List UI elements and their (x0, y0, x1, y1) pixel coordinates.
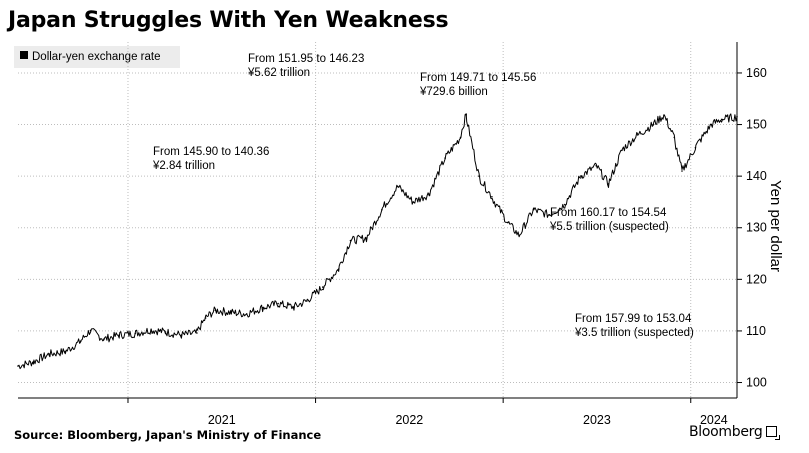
data-point (230, 311, 232, 314)
legend-box (14, 46, 180, 68)
annotation-1-line1: From 151.95 to 146.23 (248, 53, 364, 65)
x-tick-label: 2021 (208, 413, 236, 427)
data-point (673, 136, 676, 139)
y-tick-label: 130 (746, 221, 767, 235)
data-point (134, 332, 136, 335)
data-point (720, 118, 723, 121)
annotation-2-line2: ¥729.6 billion (419, 86, 488, 98)
data-point (150, 329, 152, 331)
y-axis-title: Yen per dollar (767, 180, 784, 272)
data-point (621, 149, 623, 152)
data-point (652, 123, 654, 126)
data-point (397, 185, 399, 188)
annotation-5-line1: From 157.99 to 153.04 (575, 313, 692, 325)
data-point (118, 334, 120, 336)
data-point (465, 113, 468, 116)
data-point (164, 331, 167, 333)
data-point (663, 114, 665, 117)
y-tick-label: 100 (746, 376, 767, 390)
legend-label: Dollar-yen exchange rate (32, 51, 161, 63)
data-point (293, 306, 295, 309)
data-point (459, 136, 462, 139)
series-layer (17, 113, 738, 370)
data-point (595, 165, 597, 167)
data-point (214, 309, 217, 312)
data-point (79, 340, 82, 343)
data-point (491, 196, 493, 198)
data-point (444, 157, 446, 159)
annotation-3-line1: From 145.90 to 140.36 (153, 146, 269, 158)
brand-mark-icon (766, 426, 781, 440)
data-point (548, 214, 551, 216)
annotation-1-line2: ¥5.62 trillion (247, 67, 310, 79)
y-tick-label: 140 (746, 169, 767, 183)
data-point (381, 208, 383, 211)
data-point (607, 183, 610, 185)
data-point (564, 203, 566, 206)
data-point (48, 353, 51, 355)
y-tick-label: 150 (746, 118, 767, 132)
data-point (277, 302, 279, 305)
data-point (507, 221, 509, 224)
data-point (261, 306, 264, 309)
data-point (180, 334, 183, 336)
x-tick-label: 2023 (583, 413, 611, 427)
data-point (204, 317, 207, 319)
data-point (681, 170, 683, 172)
data-point (518, 234, 520, 237)
legend-swatch (20, 51, 28, 59)
data-point (532, 208, 535, 211)
annotation-2-line1: From 149.71 to 145.56 (420, 72, 536, 84)
brand-logo: Bloomberg (689, 424, 781, 440)
data-point (580, 175, 582, 177)
data-point (637, 134, 639, 136)
data-point (412, 201, 415, 203)
series-line-0 (17, 113, 738, 370)
chart-title: Japan Struggles With Yen Weakness (8, 8, 449, 33)
y-tick-label: 120 (746, 272, 767, 286)
x-tick-label: 2022 (395, 413, 423, 427)
data-point (428, 193, 431, 195)
data-point (89, 329, 92, 332)
data-point (710, 123, 713, 126)
brand-text: Bloomberg (689, 424, 763, 440)
data-point (32, 361, 35, 363)
y-tick-label: 110 (746, 324, 766, 338)
annotation-5-line2: ¥3.5 trillion (suspected) (574, 327, 694, 339)
grid-lines (18, 42, 737, 398)
data-point (365, 237, 368, 239)
axes: 100 110 120 130 140 150 160 2021 2022 2023 2024 (18, 42, 767, 427)
data-point (349, 239, 352, 242)
data-point (306, 300, 308, 302)
data-point (337, 268, 340, 270)
y-tick-label: 160 (746, 66, 767, 80)
data-point (736, 116, 738, 118)
data-point (478, 175, 480, 177)
data-point (103, 338, 105, 341)
annotation-4-line2: ¥5.5 trillion (suspected) (549, 221, 669, 233)
data-point (196, 332, 198, 334)
x-tick-label: 2024 (700, 413, 728, 427)
data-point (64, 350, 67, 353)
annotation-3-line2: ¥2.84 trillion (152, 160, 215, 172)
data-point (17, 365, 19, 367)
data-point (245, 313, 248, 315)
data-point (322, 286, 324, 288)
data-point (694, 147, 697, 149)
source-note: Source: Bloomberg, Japan's Ministry of F… (14, 428, 322, 442)
annotation-4-line1: From 160.17 to 154.54 (550, 207, 667, 219)
